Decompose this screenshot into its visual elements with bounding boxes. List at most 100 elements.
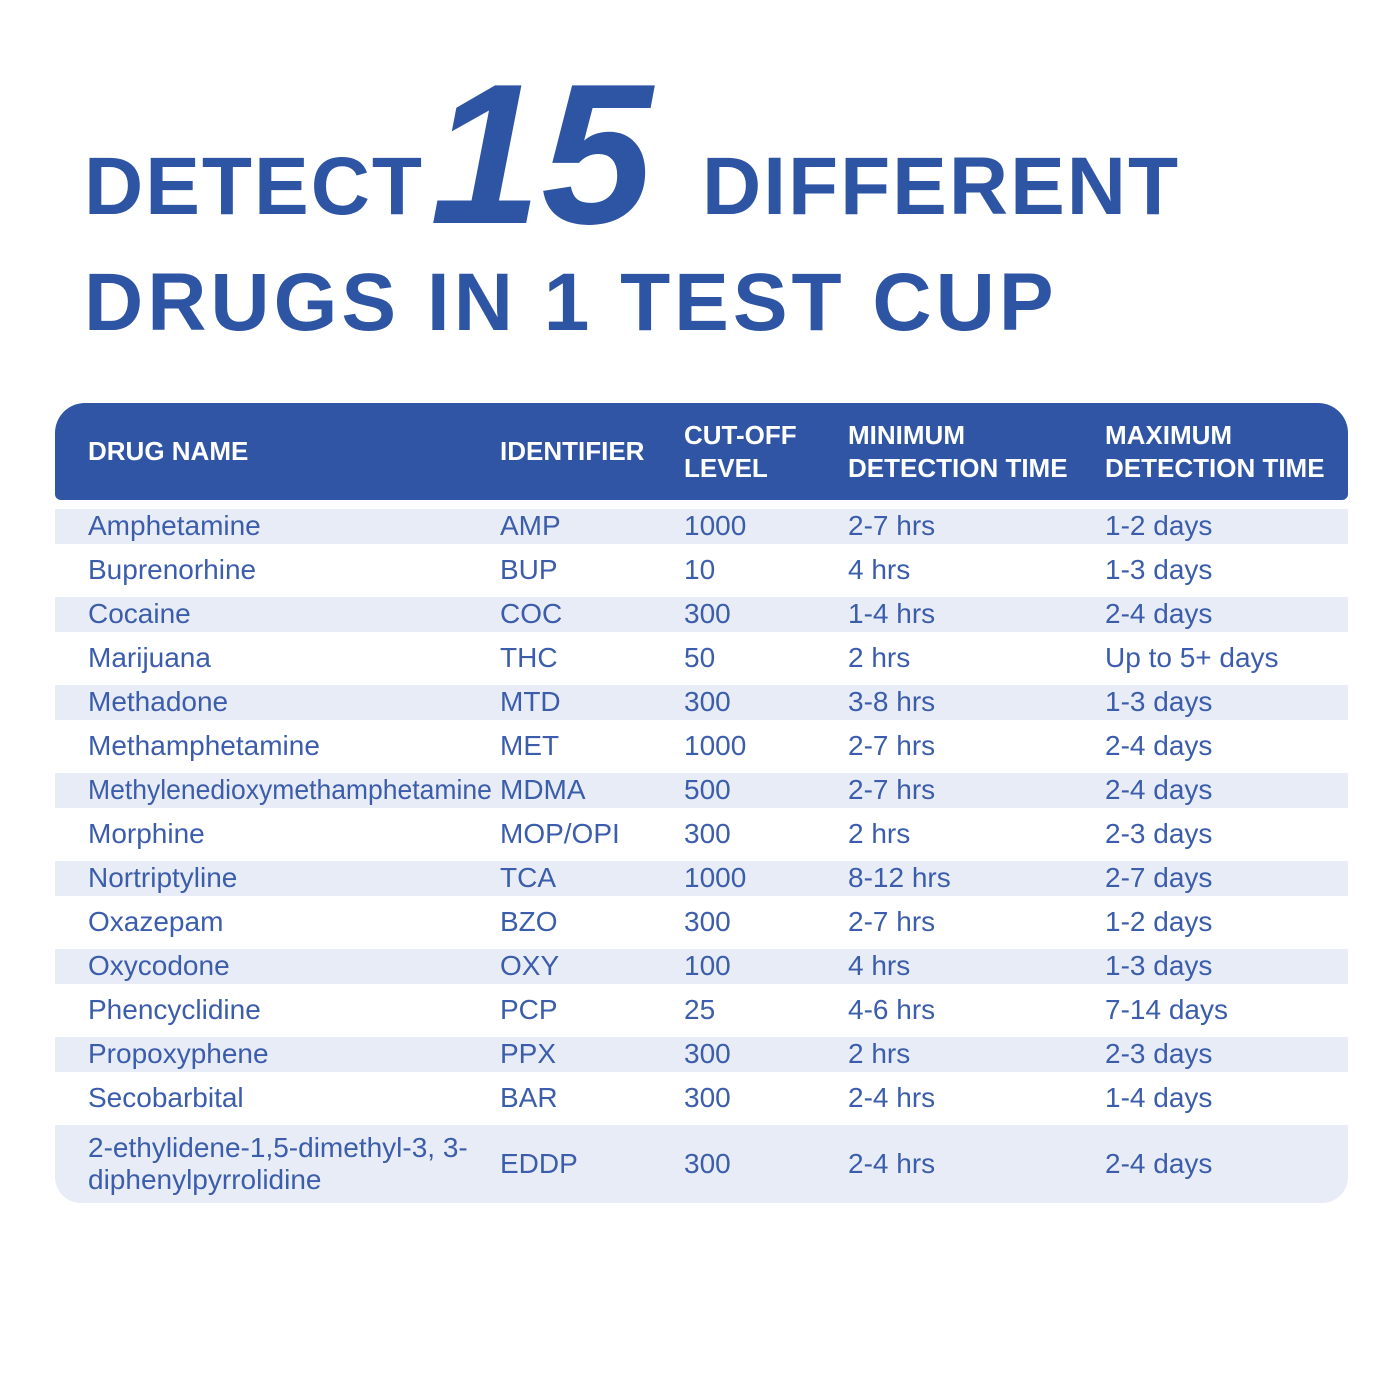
cell-min-detection-time: 2-7 hrs [848, 730, 936, 762]
cell-identifier: OXY [500, 950, 560, 982]
cell-drug-name: Amphetamine [88, 510, 261, 542]
header-identifier: IDENTIFIER [500, 436, 645, 467]
cell-max-detection-time: 2-4 days [1105, 730, 1213, 762]
table-row: Buprenorhine BUP 10 4 hrs 1-3 days [55, 553, 1348, 597]
header-drug-name: DRUG NAME [88, 436, 249, 467]
cell-min-detection-time: 2-7 hrs [848, 510, 936, 542]
cell-identifier: EDDP [500, 1147, 578, 1179]
cell-max-detection-time: 7-14 days [1105, 994, 1228, 1026]
cell-min-detection-time: 2 hrs [848, 1038, 911, 1070]
cell-max-detection-time: Up to 5+ days [1105, 642, 1279, 674]
cell-max-detection-time: 2-3 days [1105, 1038, 1213, 1070]
table-row: Methylenedioxymethamphetamine MDMA 500 2… [55, 773, 1348, 817]
cell-identifier: MTD [500, 686, 561, 718]
cell-drug-name: Morphine [88, 818, 205, 850]
cell-drug-name: Nortriptyline [88, 862, 238, 894]
cell-max-detection-time: 1-2 days [1105, 906, 1213, 938]
table-row: Marijuana THC 50 2 hrs Up to 5+ days [55, 641, 1348, 685]
header-max-detection-time: MAXIMUM DETECTION TIME [1105, 420, 1325, 483]
cell-identifier: BUP [500, 554, 558, 586]
cell-identifier: BZO [500, 906, 558, 938]
cell-max-detection-time: 2-4 days [1105, 1147, 1213, 1179]
cell-max-detection-time: 2-4 days [1105, 774, 1213, 806]
table-row: Morphine MOP/OPI 300 2 hrs 2-3 days [55, 817, 1348, 861]
cell-drug-name: Buprenorhine [88, 554, 257, 586]
cell-max-detection-time: 1-3 days [1105, 554, 1213, 586]
cell-min-detection-time: 8-12 hrs [848, 862, 951, 894]
cell-min-detection-time: 2-4 hrs [848, 1147, 936, 1179]
cell-min-detection-time: 1-4 hrs [848, 598, 936, 630]
cell-cutoff-level: 10 [684, 554, 716, 586]
cell-drug-name: Cocaine [88, 598, 191, 630]
table-header-row: DRUG NAME IDENTIFIER CUT-OFF LEVEL MINIM… [55, 403, 1348, 500]
cell-cutoff-level: 300 [684, 1147, 731, 1179]
cell-cutoff-level: 300 [684, 1082, 731, 1114]
cell-identifier: MET [500, 730, 560, 762]
cell-drug-name: Oxycodone [88, 950, 230, 982]
table-row: Cocaine COC 300 1-4 hrs 2-4 days [55, 597, 1348, 641]
table-row: Amphetamine AMP 1000 2-7 hrs 1-2 days [55, 509, 1348, 553]
cell-identifier: PPX [500, 1038, 557, 1070]
cell-identifier: TCA [500, 862, 556, 894]
table-row: Methadone MTD 300 3-8 hrs 1-3 days [55, 685, 1348, 729]
cell-max-detection-time: 2-4 days [1105, 598, 1213, 630]
table-row: Oxycodone OXY 100 4 hrs 1-3 days [55, 949, 1348, 993]
title-line2: DRUGS IN 1 TEST CUP [84, 257, 1058, 348]
cell-max-detection-time: 1-3 days [1105, 686, 1213, 718]
cell-cutoff-level: 1000 [684, 730, 747, 762]
cell-drug-name: Methamphetamine [88, 730, 320, 762]
cell-drug-name: Marijuana [88, 642, 211, 674]
cell-cutoff-level: 100 [684, 950, 731, 982]
table-row: 2-ethylidene-1,5-dimethyl-3, 3-diphenylp… [55, 1125, 1348, 1203]
cell-identifier: MDMA [500, 774, 586, 806]
cell-drug-name: Methadone [88, 686, 229, 718]
cell-drug-name: Propoxyphene [88, 1038, 269, 1070]
table-row: Oxazepam BZO 300 2-7 hrs 1-2 days [55, 905, 1348, 949]
cell-drug-name: 2-ethylidene-1,5-dimethyl-3, 3-diphenylp… [88, 1131, 468, 1195]
cell-cutoff-level: 300 [684, 686, 731, 718]
cell-max-detection-time: 1-3 days [1105, 950, 1213, 982]
cell-min-detection-time: 4 hrs [848, 950, 911, 982]
cell-max-detection-time: 2-7 days [1105, 862, 1213, 894]
cell-cutoff-level: 50 [684, 642, 716, 674]
title-number-15: 15 [430, 43, 653, 266]
cell-drug-name: Secobarbital [88, 1082, 244, 1114]
cell-min-detection-time: 4-6 hrs [848, 994, 936, 1026]
cell-min-detection-time: 2 hrs [848, 642, 911, 674]
cell-identifier: MOP/OPI [500, 818, 620, 850]
cell-max-detection-time: 1-4 days [1105, 1082, 1213, 1114]
cell-drug-name: Methylenedioxymethamphetamine [88, 774, 492, 806]
cell-cutoff-level: 300 [684, 1038, 731, 1070]
cell-drug-name: Oxazepam [88, 906, 224, 938]
cell-min-detection-time: 2-7 hrs [848, 906, 936, 938]
cell-drug-name: Phencyclidine [88, 994, 261, 1026]
cell-cutoff-level: 1000 [684, 862, 747, 894]
title-word-different: DIFFERENT [702, 141, 1181, 232]
table-body: Amphetamine AMP 1000 2-7 hrs 1-2 days Bu… [55, 509, 1348, 1203]
header-min-detection-time: MINIMUM DETECTION TIME [848, 420, 1068, 483]
cell-min-detection-time: 2 hrs [848, 818, 911, 850]
title-word-detect: DETECT [84, 141, 424, 232]
cell-identifier: BAR [500, 1082, 558, 1114]
drug-detection-table: DRUG NAME IDENTIFIER CUT-OFF LEVEL MINIM… [55, 403, 1348, 1203]
cell-max-detection-time: 1-2 days [1105, 510, 1213, 542]
cell-min-detection-time: 4 hrs [848, 554, 911, 586]
table-row: Phencyclidine PCP 25 4-6 hrs 7-14 days [55, 993, 1348, 1037]
cell-max-detection-time: 2-3 days [1105, 818, 1213, 850]
cell-cutoff-level: 300 [684, 598, 731, 630]
cell-min-detection-time: 2-7 hrs [848, 774, 936, 806]
table-row: Nortriptyline TCA 1000 8-12 hrs 2-7 days [55, 861, 1348, 905]
table-row: Secobarbital BAR 300 2-4 hrs 1-4 days [55, 1081, 1348, 1125]
cell-identifier: COC [500, 598, 563, 630]
table-row: Propoxyphene PPX 300 2 hrs 2-3 days [55, 1037, 1348, 1081]
cell-cutoff-level: 25 [684, 994, 716, 1026]
cell-identifier: PCP [500, 994, 558, 1026]
cell-cutoff-level: 300 [684, 818, 731, 850]
table-row: Methamphetamine MET 1000 2-7 hrs 2-4 day… [55, 729, 1348, 773]
cell-cutoff-level: 1000 [684, 510, 747, 542]
cell-identifier: AMP [500, 510, 561, 542]
cell-cutoff-level: 300 [684, 906, 731, 938]
cell-min-detection-time: 3-8 hrs [848, 686, 936, 718]
header-cutoff-level: CUT-OFF LEVEL [684, 420, 797, 483]
